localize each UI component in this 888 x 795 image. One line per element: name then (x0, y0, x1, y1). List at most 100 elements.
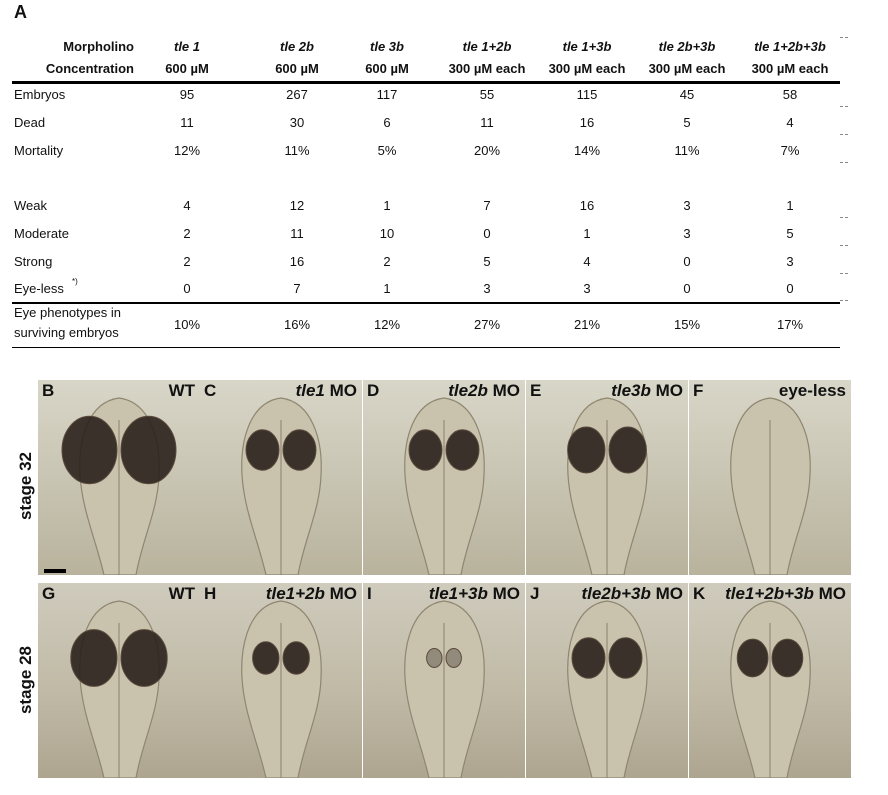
table-cell: 0 (683, 254, 691, 269)
row-label-footnote: *) (72, 277, 78, 286)
scale-bar (44, 569, 66, 573)
table-row: Moderate 2 11 10 0 1 3 5 (12, 223, 840, 245)
table-cell: 2 (383, 254, 391, 269)
table-cell: 4 (583, 254, 591, 269)
left-eye (70, 629, 118, 687)
column-name: tle 1+2b+3b (754, 39, 826, 54)
panel-title: WT (169, 584, 195, 604)
right-eye (608, 637, 643, 679)
table-row: Embryos 95 267 117 55 115 45 58 (12, 84, 840, 106)
embryo-image (567, 600, 648, 778)
left-eye (61, 415, 118, 485)
panel-gene: tle2b+3b (581, 584, 651, 603)
table-cell: 45 (679, 87, 695, 102)
panel-a-label: A (14, 2, 27, 22)
embryo-image (241, 397, 322, 575)
panel-letter: C (204, 381, 217, 400)
table-row: Weak 4 12 1 7 16 3 1 (12, 195, 840, 217)
table-cell: 3 (786, 254, 794, 269)
panel-suffix: MO (813, 584, 846, 603)
summary-value: 12% (373, 317, 401, 332)
panel-suffix: eye-less (778, 381, 846, 400)
table-cell: 7 (483, 198, 491, 213)
left-eye (252, 641, 280, 675)
table-cell: 11 (290, 226, 304, 241)
panel-gene: tle3b (611, 381, 651, 400)
left-eye (408, 429, 443, 471)
row-label: Dead (14, 115, 46, 130)
panel-suffix: MO (324, 381, 357, 400)
row-label: Strong (14, 254, 53, 269)
right-eye (120, 415, 177, 485)
embryo-photo-b: B WT (38, 380, 200, 575)
left-eye (571, 637, 606, 679)
table-cell: 6 (383, 115, 391, 130)
panel-suffix: WT (168, 584, 195, 603)
table-cell: 30 (289, 115, 305, 130)
table-cell: 0 (786, 281, 794, 296)
panel-title: tle1 MO (296, 381, 357, 401)
panel-title: tle1+3b MO (429, 584, 520, 604)
panel-letter: B (42, 381, 55, 400)
row-label: Moderate (14, 226, 69, 241)
panel-letter: D (367, 381, 380, 400)
header-label-concentration: Concentration (45, 61, 134, 76)
left-eye (426, 648, 443, 668)
summary-value: 17% (776, 317, 804, 332)
table-cell: 1 (383, 198, 391, 213)
table-cell: 0 (183, 281, 191, 296)
panel-suffix: MO (487, 381, 520, 400)
table-cell: 3 (683, 198, 691, 213)
panel-title: tle1+2b+3b MO (725, 584, 846, 604)
left-eye (736, 638, 769, 678)
panel-gene: tle1 (295, 381, 325, 400)
right-eye (282, 641, 310, 675)
embryo-image (61, 397, 177, 575)
table-cell: 11 (480, 115, 494, 130)
row-label: Eye-less (14, 281, 64, 296)
table-cell: 7% (780, 143, 800, 158)
table-cell: 7 (293, 281, 301, 296)
table-cell: 4 (786, 115, 794, 130)
table-cell: 12 (289, 198, 305, 213)
table-cell: 16 (579, 115, 595, 130)
column-concentration: 300 µM each (448, 61, 526, 76)
panel-letter: K (693, 584, 706, 603)
table-cell: 0 (483, 226, 491, 241)
panel-suffix: MO (650, 381, 683, 400)
summary-value: 16% (283, 317, 311, 332)
table-cell: 11% (674, 143, 700, 158)
table-cell: 11% (284, 143, 310, 158)
header-label-morpholino: Morpholino (63, 39, 134, 54)
panel-suffix: MO (650, 584, 683, 603)
left-eye (567, 426, 606, 474)
column-concentration: 300 µM each (548, 61, 626, 76)
table-cell: 3 (683, 226, 691, 241)
summary-row: Eye phenotypes in surviving embryos 10% … (12, 304, 840, 346)
table-cell: 16 (579, 198, 595, 213)
row-label: Embryos (14, 87, 66, 102)
table-cell: 12% (173, 143, 201, 158)
column-concentration: 300 µM each (751, 61, 829, 76)
embryo-image (70, 600, 168, 778)
right-eye (445, 429, 480, 471)
panel-title: tle3b MO (611, 381, 683, 401)
row-label: Mortality (14, 143, 64, 158)
table-cell: 2 (183, 226, 191, 241)
panel-title: WT (169, 381, 195, 401)
table-cell: 10 (379, 226, 395, 241)
summary-label-line1: Eye phenotypes in (14, 305, 121, 320)
column-name: tle 3b (370, 39, 404, 54)
left-eye (245, 429, 280, 471)
table-cell: 3 (583, 281, 591, 296)
right-eye (608, 426, 647, 474)
bottom-rule (12, 347, 840, 348)
table-cell: 0 (683, 281, 691, 296)
table-cell: 5% (377, 143, 397, 158)
column-name: tle 1+3b (562, 39, 612, 54)
column-concentration: 600 µM (365, 61, 409, 76)
